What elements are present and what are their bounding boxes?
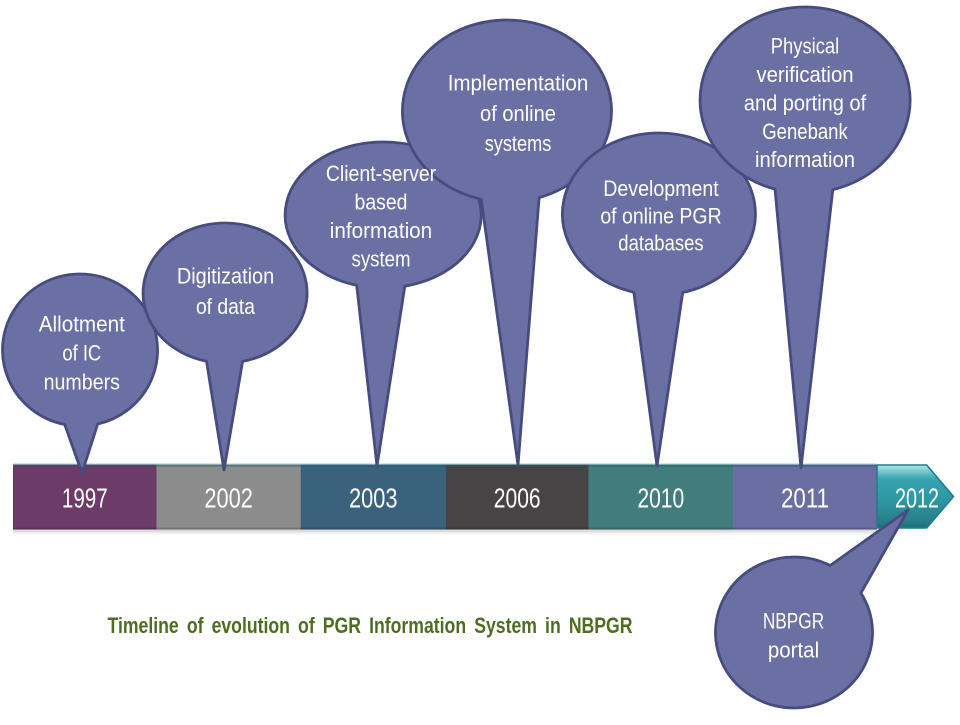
- svg-text:2003: 2003: [349, 483, 398, 514]
- svg-text:NBPGR: NBPGR: [763, 608, 824, 633]
- svg-text:Implementation: Implementation: [448, 71, 589, 96]
- svg-text:systems: systems: [485, 131, 552, 156]
- svg-text:Allotment: Allotment: [39, 312, 126, 337]
- svg-text:verification: verification: [756, 62, 853, 87]
- svg-text:Genebank: Genebank: [762, 119, 848, 144]
- svg-text:numbers: numbers: [44, 370, 120, 395]
- svg-text:based: based: [355, 190, 408, 215]
- svg-text:2010: 2010: [637, 483, 684, 514]
- svg-text:2002: 2002: [204, 483, 253, 514]
- svg-text:Physical: Physical: [771, 34, 840, 59]
- svg-text:of online PGR: of online PGR: [600, 203, 721, 228]
- svg-text:system: system: [352, 247, 411, 272]
- svg-text:2012: 2012: [895, 483, 939, 514]
- svg-text:2006: 2006: [494, 483, 541, 514]
- svg-text:information: information: [755, 147, 855, 172]
- svg-text:portal: portal: [768, 638, 819, 663]
- svg-text:Digitization: Digitization: [177, 263, 274, 288]
- svg-text:of online: of online: [480, 101, 556, 126]
- svg-text:information: information: [330, 218, 432, 243]
- svg-text:Development: Development: [603, 176, 719, 201]
- svg-text:databases: databases: [618, 231, 703, 256]
- svg-text:2011: 2011: [781, 483, 829, 514]
- svg-text:of IC: of IC: [62, 341, 101, 366]
- svg-text:of data: of data: [196, 294, 256, 319]
- svg-text:and porting of: and porting of: [744, 91, 867, 116]
- svg-text:Client-server: Client-server: [326, 161, 437, 186]
- svg-text:1997: 1997: [62, 483, 108, 514]
- svg-text:Timeline of evolution of PGR I: Timeline of evolution of PGR Information…: [108, 613, 633, 638]
